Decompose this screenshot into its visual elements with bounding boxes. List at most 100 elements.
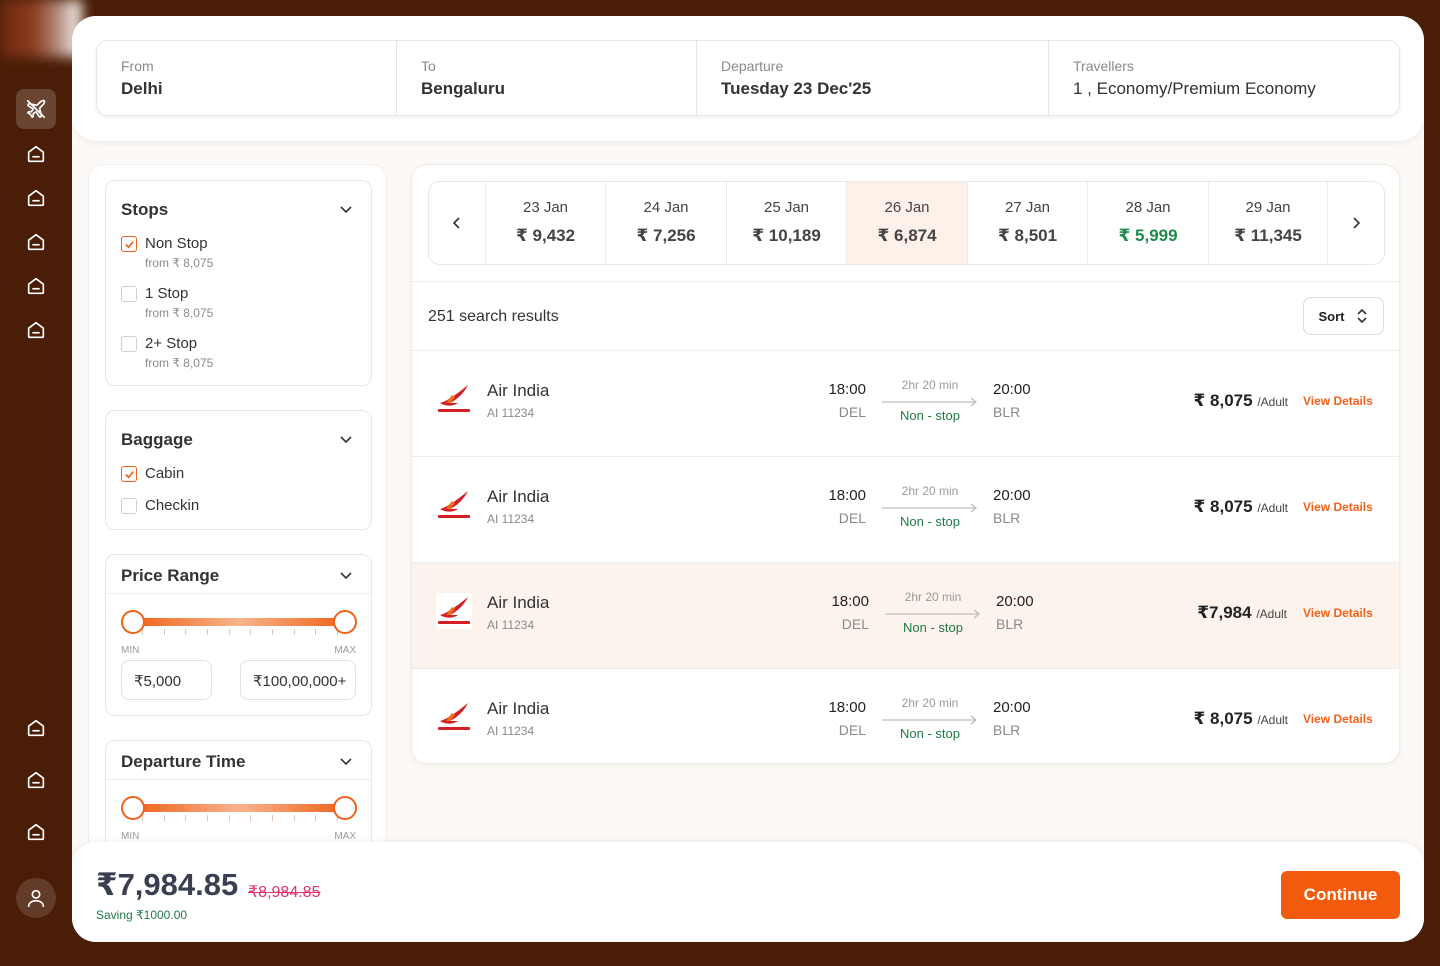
date-price: ₹ 7,256 bbox=[636, 226, 696, 245]
fare-unit: /Adult bbox=[1257, 395, 1288, 409]
from-field[interactable]: From Delhi bbox=[97, 41, 397, 115]
checkbox[interactable] bbox=[121, 498, 137, 514]
date-option-selected[interactable]: 26 Jan ₹ 6,874 bbox=[846, 182, 967, 264]
nav-home-button-3[interactable] bbox=[16, 222, 56, 262]
view-details-link[interactable]: View Details bbox=[1303, 712, 1373, 726]
option-label: Cabin bbox=[145, 465, 185, 482]
date-option[interactable]: 23 Jan ₹ 9,432 bbox=[484, 182, 606, 264]
chevron-down-icon[interactable] bbox=[339, 432, 353, 446]
price-slider-track[interactable] bbox=[134, 618, 345, 626]
stop-option-1stop[interactable]: 1 Stop from ₹ 8,075 bbox=[121, 285, 213, 320]
slider-ticks bbox=[142, 815, 338, 821]
nav-home-button-7[interactable] bbox=[16, 760, 56, 800]
fare-amount: ₹ 8,075 bbox=[1193, 497, 1253, 516]
option-sublabel: from ₹ 8,075 bbox=[145, 356, 214, 370]
max-label: MAX bbox=[334, 831, 356, 842]
baggage-option-cabin[interactable]: Cabin bbox=[121, 465, 184, 482]
price-min-input[interactable]: ₹5,000 bbox=[121, 660, 212, 700]
departure-city: DEL bbox=[838, 722, 866, 738]
to-field[interactable]: To Bengaluru bbox=[397, 41, 697, 115]
date-next-button[interactable] bbox=[1328, 182, 1384, 264]
time-max-handle[interactable] bbox=[333, 796, 357, 820]
arrival-city: BLR bbox=[993, 510, 1021, 526]
arrow-right-icon bbox=[882, 715, 977, 725]
flight-icon bbox=[26, 99, 46, 119]
duration: 2hr 20 min bbox=[901, 484, 959, 498]
date-prev-button[interactable] bbox=[429, 182, 485, 264]
stops-info: Non - stop bbox=[900, 514, 960, 529]
flight-row-highlighted[interactable]: Air India AI 11234 18:00 DEL 2hr 20 min … bbox=[412, 563, 1399, 669]
duration: 2hr 20 min bbox=[901, 378, 959, 392]
home-icon bbox=[27, 321, 45, 339]
departure-time: 18:00 bbox=[828, 381, 866, 398]
date-price: ₹ 9,432 bbox=[515, 226, 576, 245]
chevron-down-icon[interactable] bbox=[339, 754, 353, 768]
view-details-link[interactable]: View Details bbox=[1303, 606, 1373, 620]
price-max-handle[interactable] bbox=[333, 610, 357, 634]
flight-code: AI 11234 bbox=[487, 512, 535, 526]
departure-label: Departure bbox=[721, 58, 784, 74]
arrow-right-icon bbox=[882, 503, 977, 513]
time-slider-track[interactable] bbox=[134, 804, 345, 812]
checkbox[interactable] bbox=[121, 286, 137, 302]
date-label: 23 Jan bbox=[522, 199, 569, 216]
stops-info: Non - stop bbox=[900, 408, 960, 423]
continue-button[interactable]: Continue bbox=[1281, 871, 1400, 919]
flight-row[interactable]: Air India AI 11234 18:00 DEL 2hr 20 min … bbox=[412, 457, 1399, 563]
flight-row[interactable]: Air India AI 11234 18:00 DEL 2hr 20 min … bbox=[412, 351, 1399, 457]
nav-home-button-6[interactable] bbox=[16, 708, 56, 748]
date-option[interactable]: 25 Jan ₹ 10,189 bbox=[725, 182, 847, 264]
chevron-down-icon[interactable] bbox=[339, 568, 353, 582]
stops-filter: Stops Non Stop from ₹ 8,075 1 Stop from … bbox=[105, 180, 372, 386]
nav-home-button-8[interactable] bbox=[16, 812, 56, 852]
stop-option-nonstop[interactable]: Non Stop from ₹ 8,075 bbox=[121, 235, 213, 270]
departure-city: DEL bbox=[841, 616, 869, 632]
price-max-input[interactable]: ₹100,00,000+ bbox=[240, 660, 356, 700]
booking-footer: ₹7,984.85 ₹8,984.85 Saving ₹1000.00 Cont… bbox=[72, 842, 1424, 942]
departure-field[interactable]: Departure Tuesday 23 Dec'25 bbox=[697, 41, 1049, 115]
nav-home-button-5[interactable] bbox=[16, 310, 56, 350]
checkbox-checked[interactable] bbox=[121, 466, 137, 482]
search-summary[interactable]: From Delhi To Bengaluru Departure Tuesda… bbox=[96, 40, 1400, 116]
stop-option-2plus[interactable]: 2+ Stop from ₹ 8,075 bbox=[121, 335, 213, 370]
nav-flights-button[interactable] bbox=[16, 89, 56, 129]
sort-button[interactable]: Sort bbox=[1303, 297, 1384, 335]
baggage-option-checkin[interactable]: Checkin bbox=[121, 497, 199, 514]
travellers-field[interactable]: Travellers 1 , Economy/Premium Economy bbox=[1049, 41, 1399, 115]
chevron-down-icon[interactable] bbox=[339, 202, 353, 216]
airline-name: Air India bbox=[487, 593, 550, 612]
checkbox-checked[interactable] bbox=[121, 236, 137, 252]
profile-button[interactable] bbox=[16, 878, 56, 918]
arrival-city: BLR bbox=[993, 404, 1021, 420]
date-option-cheapest[interactable]: 28 Jan ₹ 5,999 bbox=[1087, 182, 1208, 264]
nav-home-button-1[interactable] bbox=[16, 134, 56, 174]
max-label: MAX bbox=[334, 645, 356, 656]
results-header: 251 search results Sort bbox=[412, 281, 1399, 351]
date-option[interactable]: 29 Jan ₹ 11,345 bbox=[1207, 182, 1329, 264]
fare-amount: ₹ 8,075 bbox=[1193, 709, 1253, 728]
time-min-handle[interactable] bbox=[121, 796, 145, 820]
view-details-link[interactable]: View Details bbox=[1303, 394, 1373, 408]
date-label: 24 Jan bbox=[643, 199, 689, 216]
nav-home-button-2[interactable] bbox=[16, 178, 56, 218]
option-label: 1 Stop bbox=[145, 285, 189, 302]
departure-time: 18:00 bbox=[831, 593, 869, 610]
flight-code: AI 11234 bbox=[487, 406, 535, 420]
fare-price: ₹ 8,075 /Adult bbox=[1158, 709, 1288, 729]
check-icon bbox=[124, 470, 134, 478]
view-details-link[interactable]: View Details bbox=[1303, 500, 1373, 514]
date-option[interactable]: 27 Jan ₹ 8,501 bbox=[966, 182, 1088, 264]
departure-time: 18:00 bbox=[828, 487, 866, 504]
price-range-title: Price Range bbox=[121, 566, 220, 585]
date-option[interactable]: 24 Jan ₹ 7,256 bbox=[605, 182, 726, 264]
date-price: ₹ 6,874 bbox=[877, 226, 937, 245]
flight-row[interactable]: Air India AI 11234 18:00 DEL 2hr 20 min … bbox=[412, 669, 1399, 763]
date-label: 27 Jan bbox=[1004, 199, 1051, 216]
nav-home-button-4[interactable] bbox=[16, 266, 56, 306]
home-icon bbox=[27, 233, 45, 251]
original-price: ₹8,984.85 bbox=[248, 884, 321, 901]
duration: 2hr 20 min bbox=[904, 590, 962, 604]
app-logo bbox=[0, 0, 82, 57]
price-min-handle[interactable] bbox=[121, 610, 145, 634]
checkbox[interactable] bbox=[121, 336, 137, 352]
